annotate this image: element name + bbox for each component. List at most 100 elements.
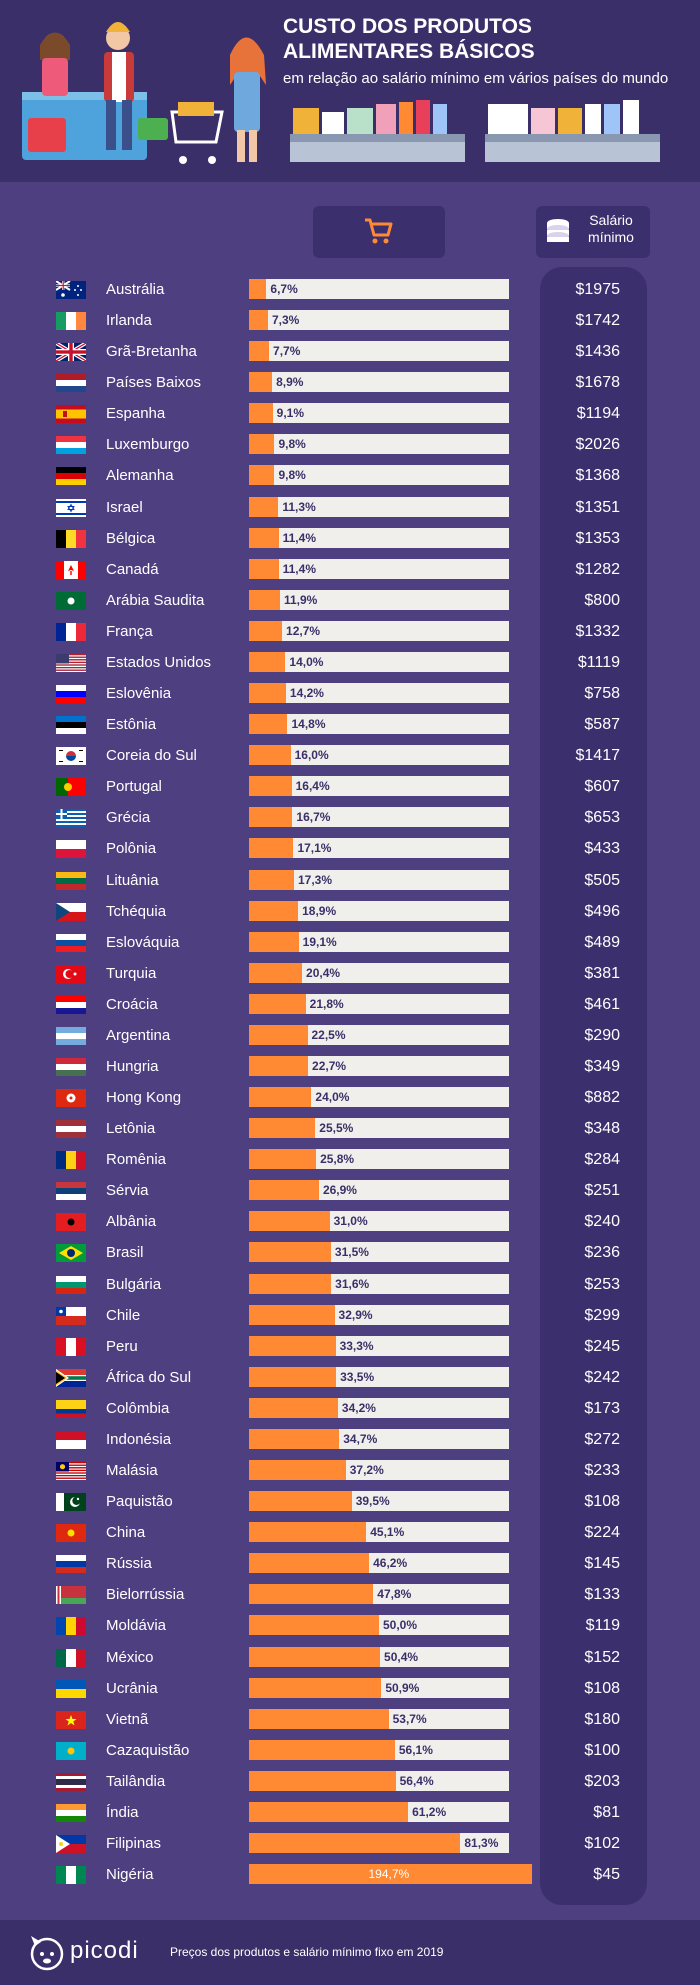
country-flag-icon xyxy=(56,591,86,610)
chart-row: Luxemburgo 9,8% $2026 xyxy=(0,429,700,460)
country-label: Bielorrússia xyxy=(106,1586,185,1604)
country-label: Paquistão xyxy=(106,1493,173,1511)
country-flag-icon xyxy=(56,374,86,393)
country-label: Nigéria xyxy=(106,1866,154,1884)
bar-track xyxy=(249,496,509,517)
country-label: Croácia xyxy=(106,995,158,1013)
bar xyxy=(249,807,293,828)
chart-row: Austrália 6,7% $1975 xyxy=(0,274,700,305)
minimum-wage-value: $272 xyxy=(584,1430,620,1448)
bar-value-label: 31,0% xyxy=(333,1214,368,1229)
bar-value-label: 6,7% xyxy=(270,282,298,296)
bar-value-label: 18,9% xyxy=(302,903,337,918)
country-label: Colômbia xyxy=(106,1399,170,1417)
country-flag-icon xyxy=(56,1555,86,1574)
minimum-wage-value: $1678 xyxy=(575,374,621,392)
bar xyxy=(249,1304,335,1325)
bar-value-label: 81,3% xyxy=(464,1836,499,1850)
country-flag-icon xyxy=(56,1306,86,1325)
bar-value-label: 50,4% xyxy=(384,1649,419,1664)
bar xyxy=(249,651,286,672)
chart-row: Albânia 31,0% $240 xyxy=(0,1206,700,1237)
bar xyxy=(249,1708,389,1729)
bar-track xyxy=(249,527,509,548)
bar-value-label: 25,5% xyxy=(319,1121,354,1136)
country-label: Brasil xyxy=(106,1244,144,1262)
chart-row: Lituânia 17,3% $505 xyxy=(0,865,700,896)
country-label: Bulgária xyxy=(106,1275,162,1293)
country-flag-icon xyxy=(56,685,86,704)
bar xyxy=(249,1646,381,1667)
minimum-wage-value: $505 xyxy=(584,871,620,889)
chart-row: Paquistão 39,5% $108 xyxy=(0,1486,700,1517)
bar-track xyxy=(249,651,509,672)
country-flag-icon xyxy=(56,1462,86,1481)
bar xyxy=(249,838,294,859)
minimum-wage-value: $882 xyxy=(584,1089,620,1107)
bar-track xyxy=(249,589,509,610)
country-label: Cazaquistão xyxy=(106,1741,190,1759)
chart-row: África do Sul 33,5% $242 xyxy=(0,1362,700,1393)
country-flag-icon xyxy=(56,1368,86,1387)
bar-track xyxy=(249,962,509,983)
country-label: Índia xyxy=(106,1803,139,1821)
country-label: Bélgica xyxy=(106,529,156,547)
bar-value-label: 24,0% xyxy=(315,1090,350,1105)
country-label: Países Baixos xyxy=(106,374,202,392)
chart-row: Irlanda 7,3% $1742 xyxy=(0,305,700,336)
bar xyxy=(249,993,306,1014)
country-flag-icon xyxy=(56,1617,86,1636)
header-banner: CUSTO DOS PRODUTOS ALIMENTARES BÁSICOS e… xyxy=(0,0,700,182)
bar-value-label: 11,9% xyxy=(283,592,318,607)
country-flag-icon xyxy=(56,1275,86,1294)
chart-row: Malásia 37,2% $233 xyxy=(0,1455,700,1486)
minimum-wage-value: $299 xyxy=(584,1306,620,1324)
bar xyxy=(249,279,267,299)
country-label: China xyxy=(106,1524,146,1542)
bar-value-label: 11,3% xyxy=(282,499,316,514)
country-flag-icon xyxy=(56,436,86,455)
country-label: Grã-Bretanha xyxy=(106,343,197,361)
bar-track xyxy=(249,900,509,921)
minimum-wage-value: $152 xyxy=(584,1648,620,1666)
bar xyxy=(249,1615,379,1636)
bar xyxy=(249,931,299,952)
bar xyxy=(249,1149,317,1170)
bar xyxy=(249,900,299,921)
bar-value-label: 47,8% xyxy=(377,1587,412,1602)
country-label: Peru xyxy=(106,1337,138,1355)
bar xyxy=(249,589,280,610)
bar-value-label: 26,9% xyxy=(322,1183,357,1198)
chart-row: Bulgária 31,6% $253 xyxy=(0,1269,700,1300)
bar-track xyxy=(249,683,509,704)
minimum-wage-value: $381 xyxy=(584,964,620,982)
minimum-wage-value: $45 xyxy=(593,1866,620,1884)
country-label: Israel xyxy=(106,498,143,516)
bar-value-label: 7,7% xyxy=(273,344,301,359)
bar-value-label: 53,7% xyxy=(392,1711,427,1726)
bar-value-label: 22,7% xyxy=(312,1059,347,1073)
chart-row: Bélgica 11,4% $1353 xyxy=(0,523,700,554)
country-label: Moldávia xyxy=(106,1617,167,1635)
bar xyxy=(249,869,294,890)
minimum-wage-value: $1351 xyxy=(575,498,621,516)
bar xyxy=(249,1677,382,1698)
country-flag-icon xyxy=(56,281,86,299)
chart-row: Indonésia 34,7% $272 xyxy=(0,1424,700,1455)
minimum-wage-value: $203 xyxy=(584,1772,620,1790)
bar-track xyxy=(249,372,509,393)
minimum-wage-value: $433 xyxy=(584,840,620,858)
bar-value-label: 34,7% xyxy=(343,1431,378,1446)
minimum-wage-value: $587 xyxy=(584,716,620,734)
country-label: Turquia xyxy=(106,964,157,982)
country-label: Eslovênia xyxy=(106,685,172,703)
bar-value-label: 50,0% xyxy=(383,1618,418,1633)
minimum-wage-value: $1119 xyxy=(577,653,620,671)
coins-icon xyxy=(547,219,569,242)
bar-value-label: 9,1% xyxy=(276,406,305,421)
bar-track xyxy=(249,869,509,890)
bar-value-label: 16,0% xyxy=(294,748,329,763)
chart-row: Nigéria 194,7% $45 xyxy=(0,1859,700,1890)
country-flag-icon xyxy=(56,1058,86,1076)
country-flag-icon xyxy=(56,1648,86,1667)
